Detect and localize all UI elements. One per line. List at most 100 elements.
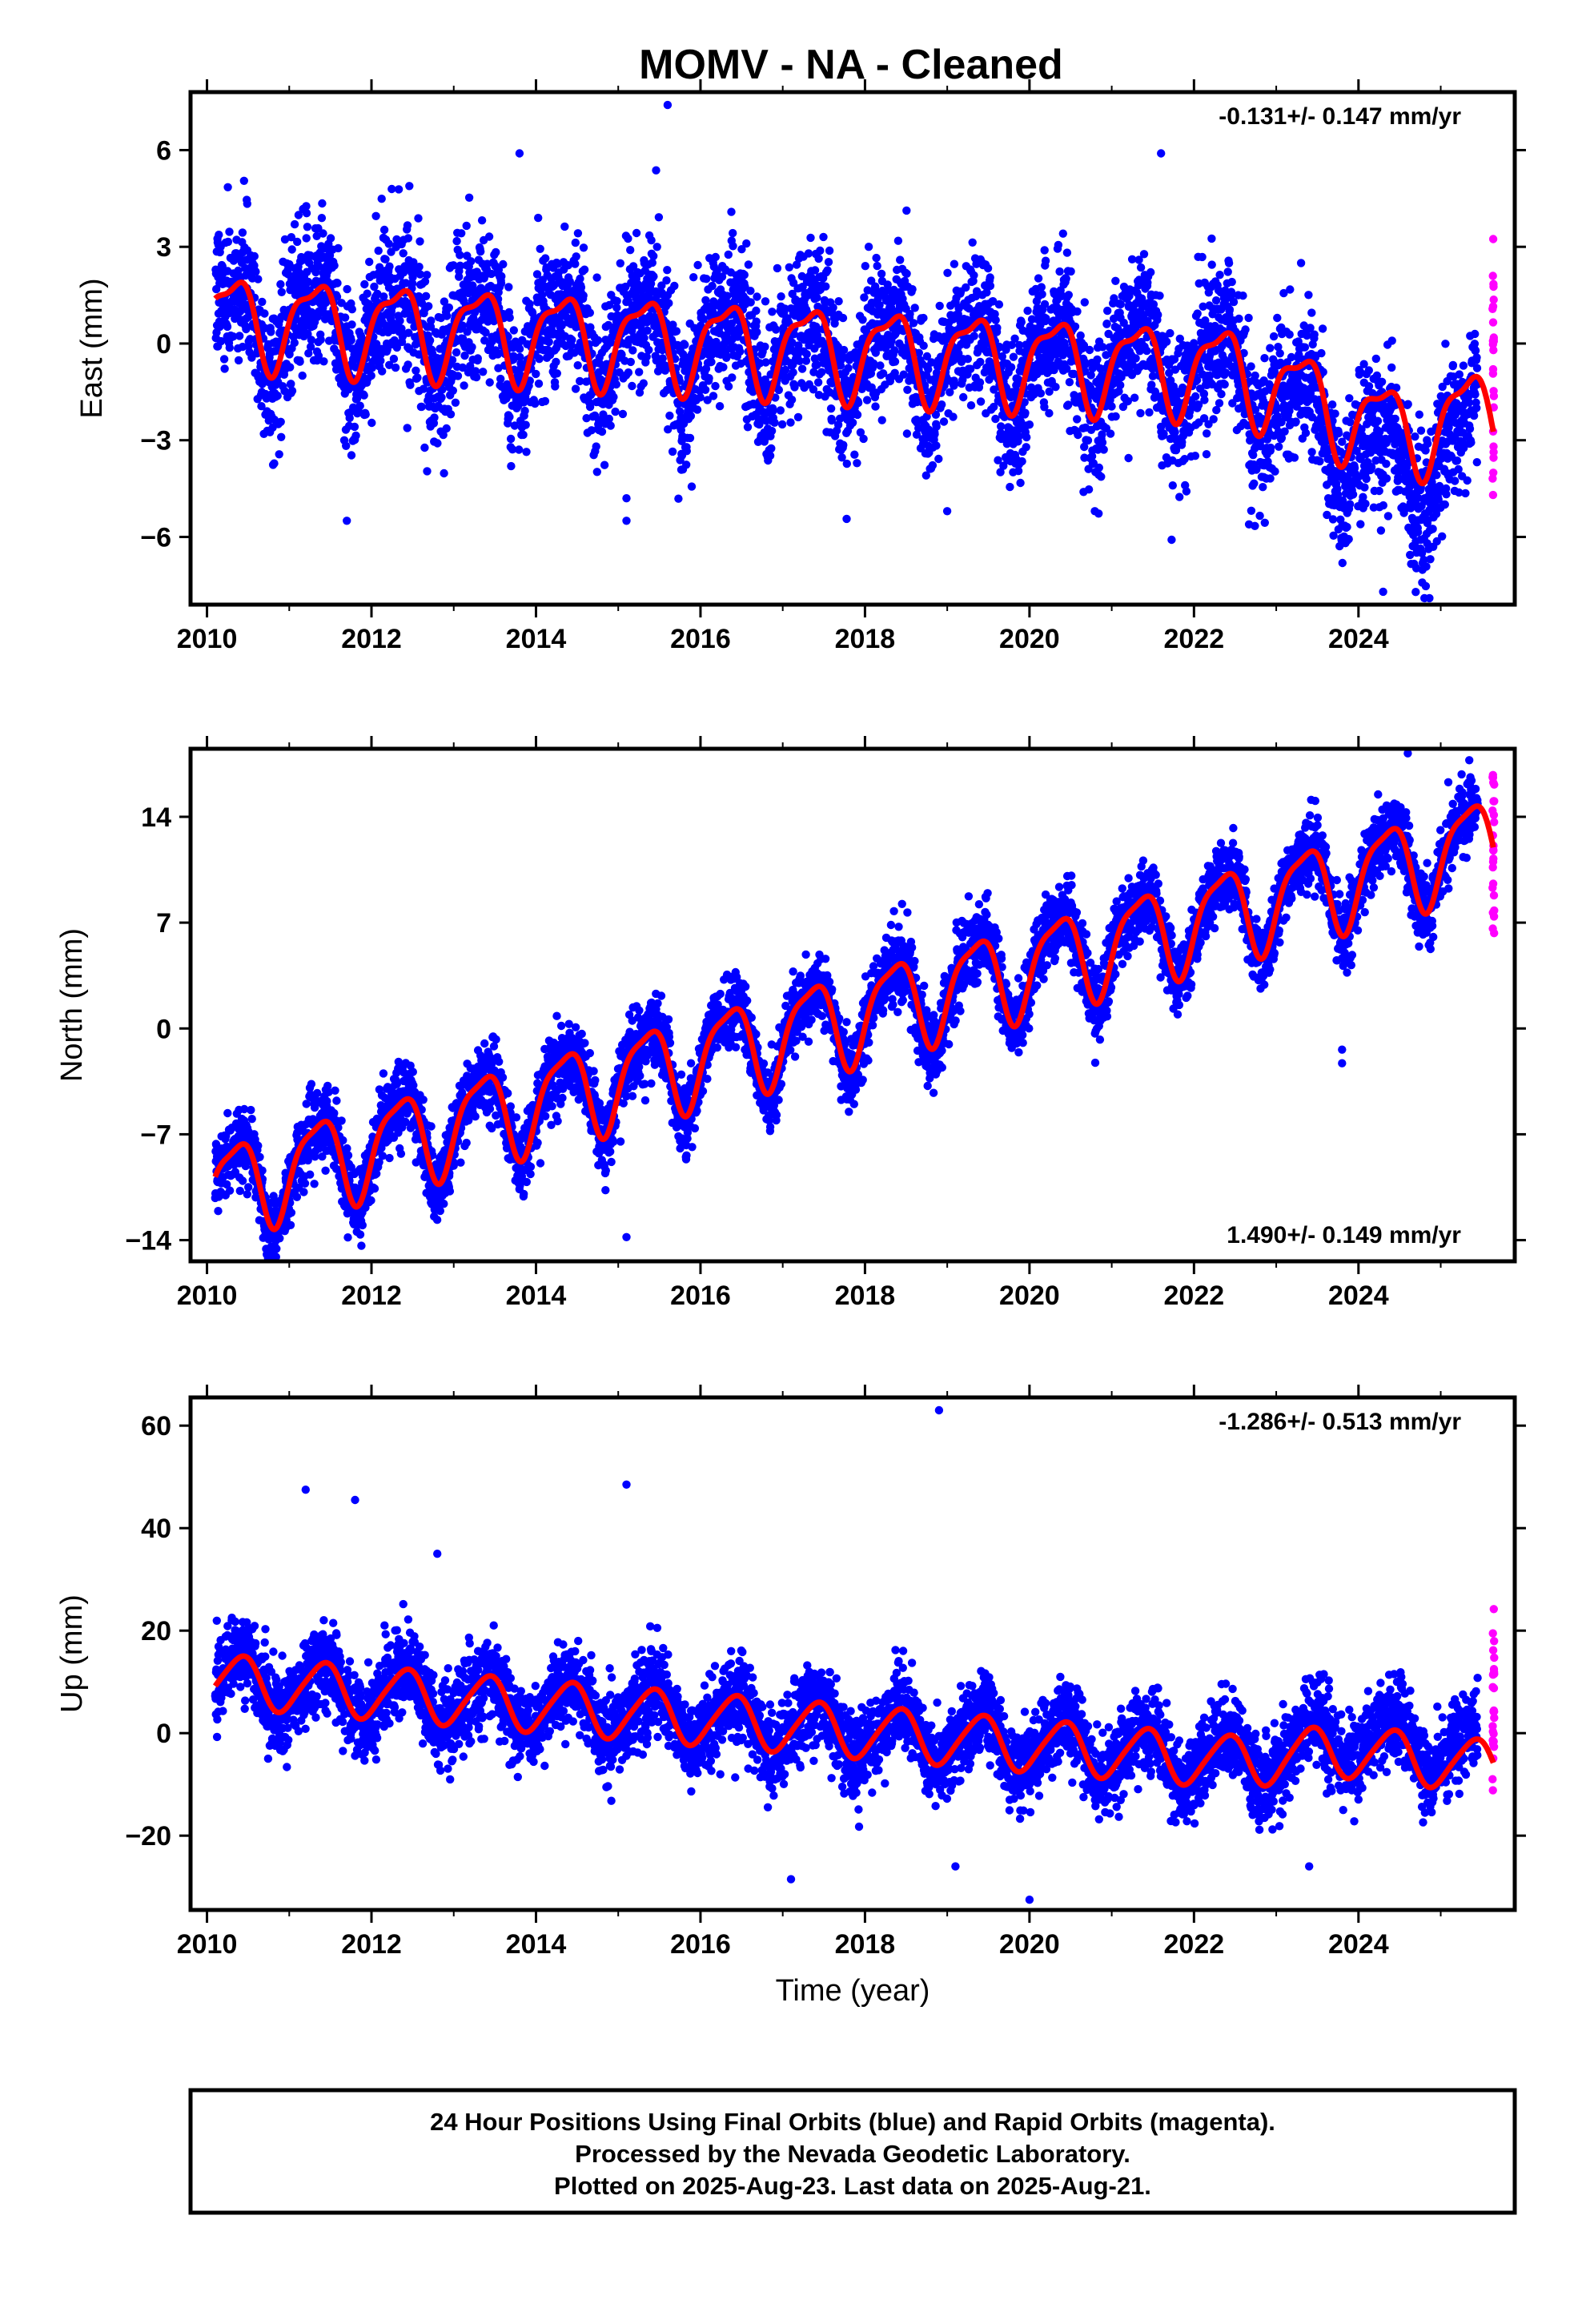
final-orbit-point (504, 283, 513, 292)
final-orbit-point (829, 303, 837, 312)
final-orbit-point (223, 237, 233, 247)
final-orbit-point (403, 221, 412, 230)
final-orbit-point (361, 410, 370, 419)
final-orbit-point (819, 232, 828, 242)
final-orbit-point (572, 252, 580, 261)
final-orbit-point (1275, 349, 1284, 358)
final-orbit-point (1223, 267, 1232, 276)
final-orbit-point (1094, 463, 1104, 472)
final-orbit-point (381, 255, 390, 263)
final-orbit-point (302, 234, 311, 243)
final-orbit-point (302, 209, 311, 218)
final-orbit-point (585, 308, 594, 317)
final-orbit-point (254, 275, 263, 283)
final-orbit-point (571, 238, 580, 247)
final-orbit-point (839, 440, 848, 449)
final-orbit-point (467, 257, 476, 266)
final-orbit-point (394, 185, 404, 194)
final-orbit-point (223, 183, 232, 191)
final-orbit-point (246, 335, 255, 344)
final-orbit-point (239, 176, 248, 185)
final-orbit-point (983, 263, 993, 273)
final-orbit-point (1215, 399, 1224, 408)
final-orbit-point (520, 406, 529, 416)
final-orbit-point (861, 262, 870, 271)
final-orbit-point (1266, 474, 1275, 483)
final-orbit-point (452, 348, 461, 357)
final-orbit-point (1041, 256, 1050, 265)
final-orbit-point (753, 328, 761, 336)
final-orbit-point (665, 411, 674, 420)
final-orbit-point (959, 392, 968, 402)
final-orbit-point (1102, 320, 1111, 328)
final-orbit-point (1345, 500, 1355, 509)
final-orbit-point (1080, 298, 1090, 307)
final-orbit-point (1346, 418, 1355, 427)
final-orbit-point (234, 356, 243, 365)
final-orbit-point (293, 237, 302, 247)
final-orbit-point (693, 260, 702, 270)
final-orbit-point (560, 222, 569, 231)
final-orbit-point (347, 451, 356, 460)
final-orbit-point (909, 319, 918, 328)
final-orbit-point (789, 368, 797, 377)
final-orbit-point (839, 345, 849, 355)
final-orbit-point (743, 423, 753, 432)
final-orbit-point (592, 273, 601, 282)
final-orbit-point (448, 386, 457, 395)
final-orbit-point (903, 385, 912, 394)
final-orbit-point (744, 260, 753, 269)
final-orbit-point (317, 214, 327, 223)
final-orbit-point (319, 229, 327, 238)
final-orbit-point (258, 297, 267, 307)
final-orbit-point (767, 444, 776, 453)
final-orbit-point (225, 344, 234, 352)
final-orbit-point (1291, 417, 1300, 426)
final-orbit-point (273, 392, 282, 400)
final-orbit-point (552, 357, 560, 367)
final-orbit-point (1139, 250, 1149, 259)
final-orbit-point (902, 206, 911, 215)
final-orbit-point (360, 279, 369, 289)
final-orbit-point (1345, 394, 1354, 403)
final-orbit-point (333, 279, 342, 287)
final-orbit-point (1260, 518, 1270, 527)
final-orbit-point (1217, 389, 1226, 399)
final-orbit-point (531, 399, 540, 408)
final-orbit-point (1155, 292, 1164, 300)
final-orbit-point (787, 396, 797, 404)
final-orbit-point (930, 429, 939, 439)
final-orbit-point (1304, 291, 1313, 300)
final-orbit-point (652, 243, 661, 251)
final-orbit-point (576, 283, 586, 292)
final-orbit-point (534, 213, 543, 223)
final-orbit-point (806, 233, 815, 243)
final-orbit-point (1266, 443, 1275, 452)
final-orbit-point (701, 385, 710, 394)
final-orbit-point (456, 251, 464, 259)
final-orbit-point (1209, 415, 1218, 424)
final-orbit-point (277, 432, 286, 441)
final-orbit-point (950, 380, 959, 388)
final-orbit-point (612, 296, 621, 306)
final-orbit-point (1040, 246, 1049, 255)
final-orbit-point (396, 316, 404, 325)
final-orbit-point (640, 333, 648, 343)
final-orbit-point (1244, 313, 1253, 323)
final-orbit-point (1225, 305, 1235, 314)
final-orbit-point (1084, 485, 1094, 494)
final-orbit-point (1315, 456, 1324, 466)
final-orbit-point (1021, 408, 1030, 417)
final-orbit-point (442, 424, 451, 433)
final-orbit-point (838, 313, 848, 323)
final-orbit-point (460, 381, 468, 390)
final-orbit-point (1307, 308, 1316, 317)
final-orbit-point (711, 381, 720, 391)
final-orbit-point (1006, 363, 1016, 372)
final-orbit-point (1241, 325, 1250, 334)
final-orbit-point (793, 412, 803, 422)
final-orbit-point (1317, 348, 1326, 358)
final-orbit-point (616, 259, 624, 267)
final-orbit-point (928, 460, 938, 470)
final-orbit-point (1229, 297, 1239, 307)
